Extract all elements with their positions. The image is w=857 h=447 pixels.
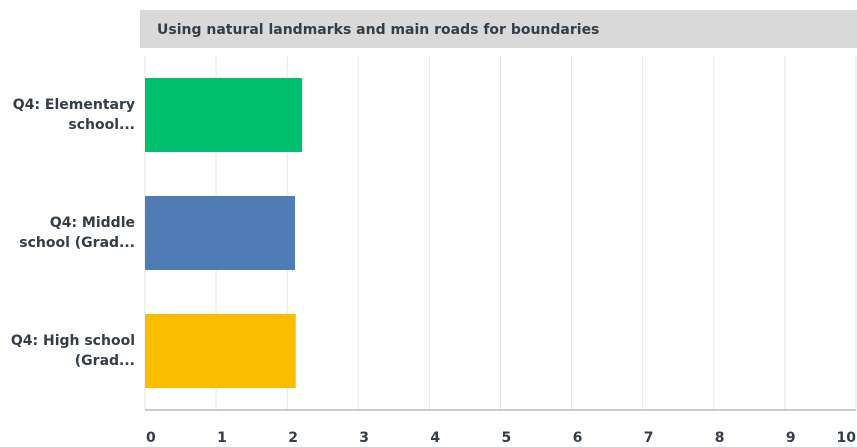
x-tick-label: 10	[837, 430, 857, 446]
x-tick-label: 7	[644, 430, 654, 446]
bar	[145, 314, 296, 388]
x-tick-label: 1	[217, 430, 227, 446]
bar	[145, 78, 303, 152]
x-tick-label: 3	[359, 430, 369, 446]
x-tick-label: 2	[288, 430, 298, 446]
category-label: Q4: Middle school (Grad...	[19, 215, 135, 251]
chart-title: Using natural landmarks and main roads f…	[157, 22, 599, 38]
x-tick-label: 6	[573, 430, 583, 446]
x-tick-label: 9	[786, 430, 796, 446]
title-band	[140, 10, 857, 48]
category-label: Q4: High school (Grad...	[10, 333, 135, 369]
bar	[145, 196, 296, 270]
x-tick-label: 8	[715, 430, 725, 446]
x-tick-label: 0	[146, 430, 156, 446]
x-tick-label: 4	[430, 430, 440, 446]
x-tick-label: 5	[502, 430, 512, 446]
category-label: Q4: Elementary school...	[12, 97, 135, 133]
